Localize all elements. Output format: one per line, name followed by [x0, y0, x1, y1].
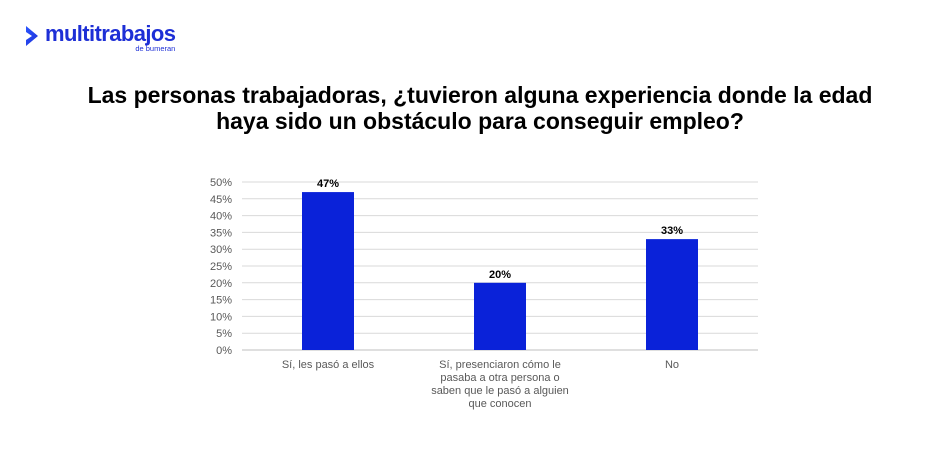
category-label: No: [664, 359, 680, 371]
y-tick-label: 50%: [210, 177, 232, 189]
chart-title: Las personas trabajadoras, ¿tuvieron alg…: [87, 82, 873, 134]
y-tick-label: 10%: [210, 311, 232, 323]
bar: [474, 282, 526, 350]
data-label: 33%: [661, 225, 683, 237]
bar: [646, 239, 698, 350]
y-tick-label: 5%: [216, 328, 232, 340]
data-label: 47%: [317, 178, 339, 190]
y-tick-label: 15%: [210, 295, 232, 307]
multitrabajos-logo: multitrabajos de bumeran: [24, 21, 176, 53]
chevron-logo-icon: [26, 26, 38, 46]
category-label: Sí, les pasó a ellos: [281, 359, 375, 371]
logo-wordmark: multitrabajos: [45, 21, 176, 46]
y-tick-label: 45%: [210, 194, 232, 206]
data-label: 20%: [489, 269, 511, 281]
y-tick-label: 30%: [210, 244, 232, 256]
category-label: Sí, presenciaron cómo le pasaba a otra p…: [431, 359, 569, 410]
y-tick-label: 40%: [210, 211, 232, 223]
y-tick-label: 0%: [216, 345, 232, 357]
bar: [302, 192, 354, 350]
y-tick-label: 35%: [210, 227, 232, 239]
logo-subtitle: de bumeran: [135, 44, 176, 53]
y-tick-label: 25%: [210, 261, 232, 273]
y-tick-label: 20%: [210, 278, 232, 290]
